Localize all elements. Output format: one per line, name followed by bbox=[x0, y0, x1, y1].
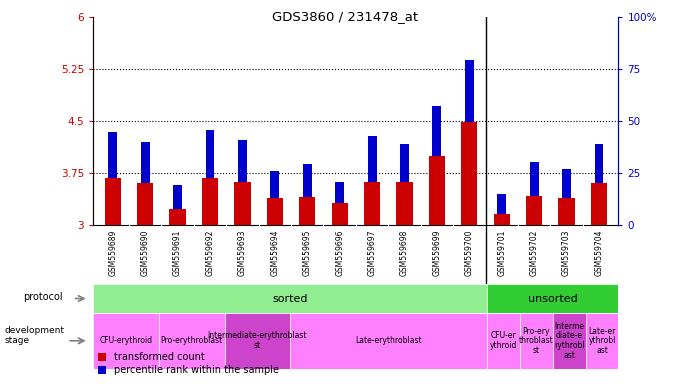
Text: GSM559689: GSM559689 bbox=[108, 229, 117, 276]
Text: protocol: protocol bbox=[23, 292, 63, 302]
Text: GSM559690: GSM559690 bbox=[141, 229, 150, 276]
Bar bbox=[526, 195, 542, 225]
Text: unsorted: unsorted bbox=[528, 293, 578, 304]
Text: GSM559701: GSM559701 bbox=[498, 229, 507, 276]
Bar bbox=[93, 313, 159, 369]
Bar bbox=[498, 194, 507, 214]
Bar bbox=[225, 313, 290, 369]
Bar bbox=[270, 171, 279, 199]
Text: GSM559693: GSM559693 bbox=[238, 229, 247, 276]
Text: GSM559700: GSM559700 bbox=[465, 229, 474, 276]
Bar bbox=[493, 214, 510, 225]
Bar bbox=[586, 313, 618, 369]
Bar bbox=[141, 142, 150, 183]
Bar bbox=[169, 209, 186, 225]
Text: Intermediate-erythroblast
st: Intermediate-erythroblast st bbox=[208, 331, 307, 350]
Bar bbox=[364, 182, 380, 225]
Text: GSM559692: GSM559692 bbox=[205, 229, 214, 276]
Bar bbox=[558, 199, 575, 225]
Text: CFU-erythroid: CFU-erythroid bbox=[100, 336, 153, 345]
Bar bbox=[202, 178, 218, 225]
Bar bbox=[234, 182, 251, 225]
Bar bbox=[303, 164, 312, 197]
Text: Late-er
ythrobl
ast: Late-er ythrobl ast bbox=[588, 327, 616, 355]
Text: CFU-er
ythroid: CFU-er ythroid bbox=[490, 331, 518, 350]
Bar bbox=[433, 106, 442, 156]
Text: GSM559696: GSM559696 bbox=[335, 229, 344, 276]
Bar bbox=[487, 284, 618, 313]
Text: sorted: sorted bbox=[272, 293, 308, 304]
Bar bbox=[104, 178, 121, 225]
Bar bbox=[299, 197, 315, 225]
Bar bbox=[332, 202, 348, 225]
Bar bbox=[93, 284, 487, 313]
Text: GSM559703: GSM559703 bbox=[562, 229, 571, 276]
Text: GSM559691: GSM559691 bbox=[173, 229, 182, 276]
Bar bbox=[397, 182, 413, 225]
Text: GSM559698: GSM559698 bbox=[400, 229, 409, 276]
Bar bbox=[238, 140, 247, 182]
Bar bbox=[173, 185, 182, 209]
Bar bbox=[487, 313, 520, 369]
Legend: transformed count, percentile rank within the sample: transformed count, percentile rank withi… bbox=[98, 353, 278, 375]
Bar bbox=[205, 130, 214, 178]
Bar bbox=[108, 132, 117, 178]
Bar bbox=[159, 313, 225, 369]
Bar bbox=[267, 199, 283, 225]
Bar bbox=[465, 60, 474, 122]
Bar bbox=[530, 162, 538, 195]
Text: development
stage: development stage bbox=[5, 326, 65, 345]
Text: GSM559704: GSM559704 bbox=[594, 229, 603, 276]
Text: GSM559697: GSM559697 bbox=[368, 229, 377, 276]
Bar bbox=[591, 183, 607, 225]
Text: GSM559699: GSM559699 bbox=[433, 229, 442, 276]
Bar bbox=[562, 169, 571, 199]
Text: Late-erythroblast: Late-erythroblast bbox=[355, 336, 422, 345]
Text: Pro-erythroblast: Pro-erythroblast bbox=[160, 336, 223, 345]
Bar bbox=[429, 156, 445, 225]
Text: GSM559694: GSM559694 bbox=[270, 229, 279, 276]
Bar bbox=[290, 313, 487, 369]
Bar bbox=[137, 183, 153, 225]
Text: Interme
diate-e
rythrobl
ast: Interme diate-e rythrobl ast bbox=[554, 322, 585, 360]
Text: GDS3860 / 231478_at: GDS3860 / 231478_at bbox=[272, 10, 419, 23]
Bar bbox=[335, 182, 344, 202]
Bar bbox=[368, 136, 377, 182]
Bar bbox=[461, 122, 477, 225]
Text: Pro-ery
throblast
st: Pro-ery throblast st bbox=[519, 327, 553, 355]
Text: GSM559702: GSM559702 bbox=[530, 229, 539, 276]
Bar bbox=[520, 313, 553, 369]
Bar bbox=[553, 313, 586, 369]
Bar bbox=[594, 144, 603, 183]
Bar bbox=[400, 144, 409, 182]
Text: GSM559695: GSM559695 bbox=[303, 229, 312, 276]
